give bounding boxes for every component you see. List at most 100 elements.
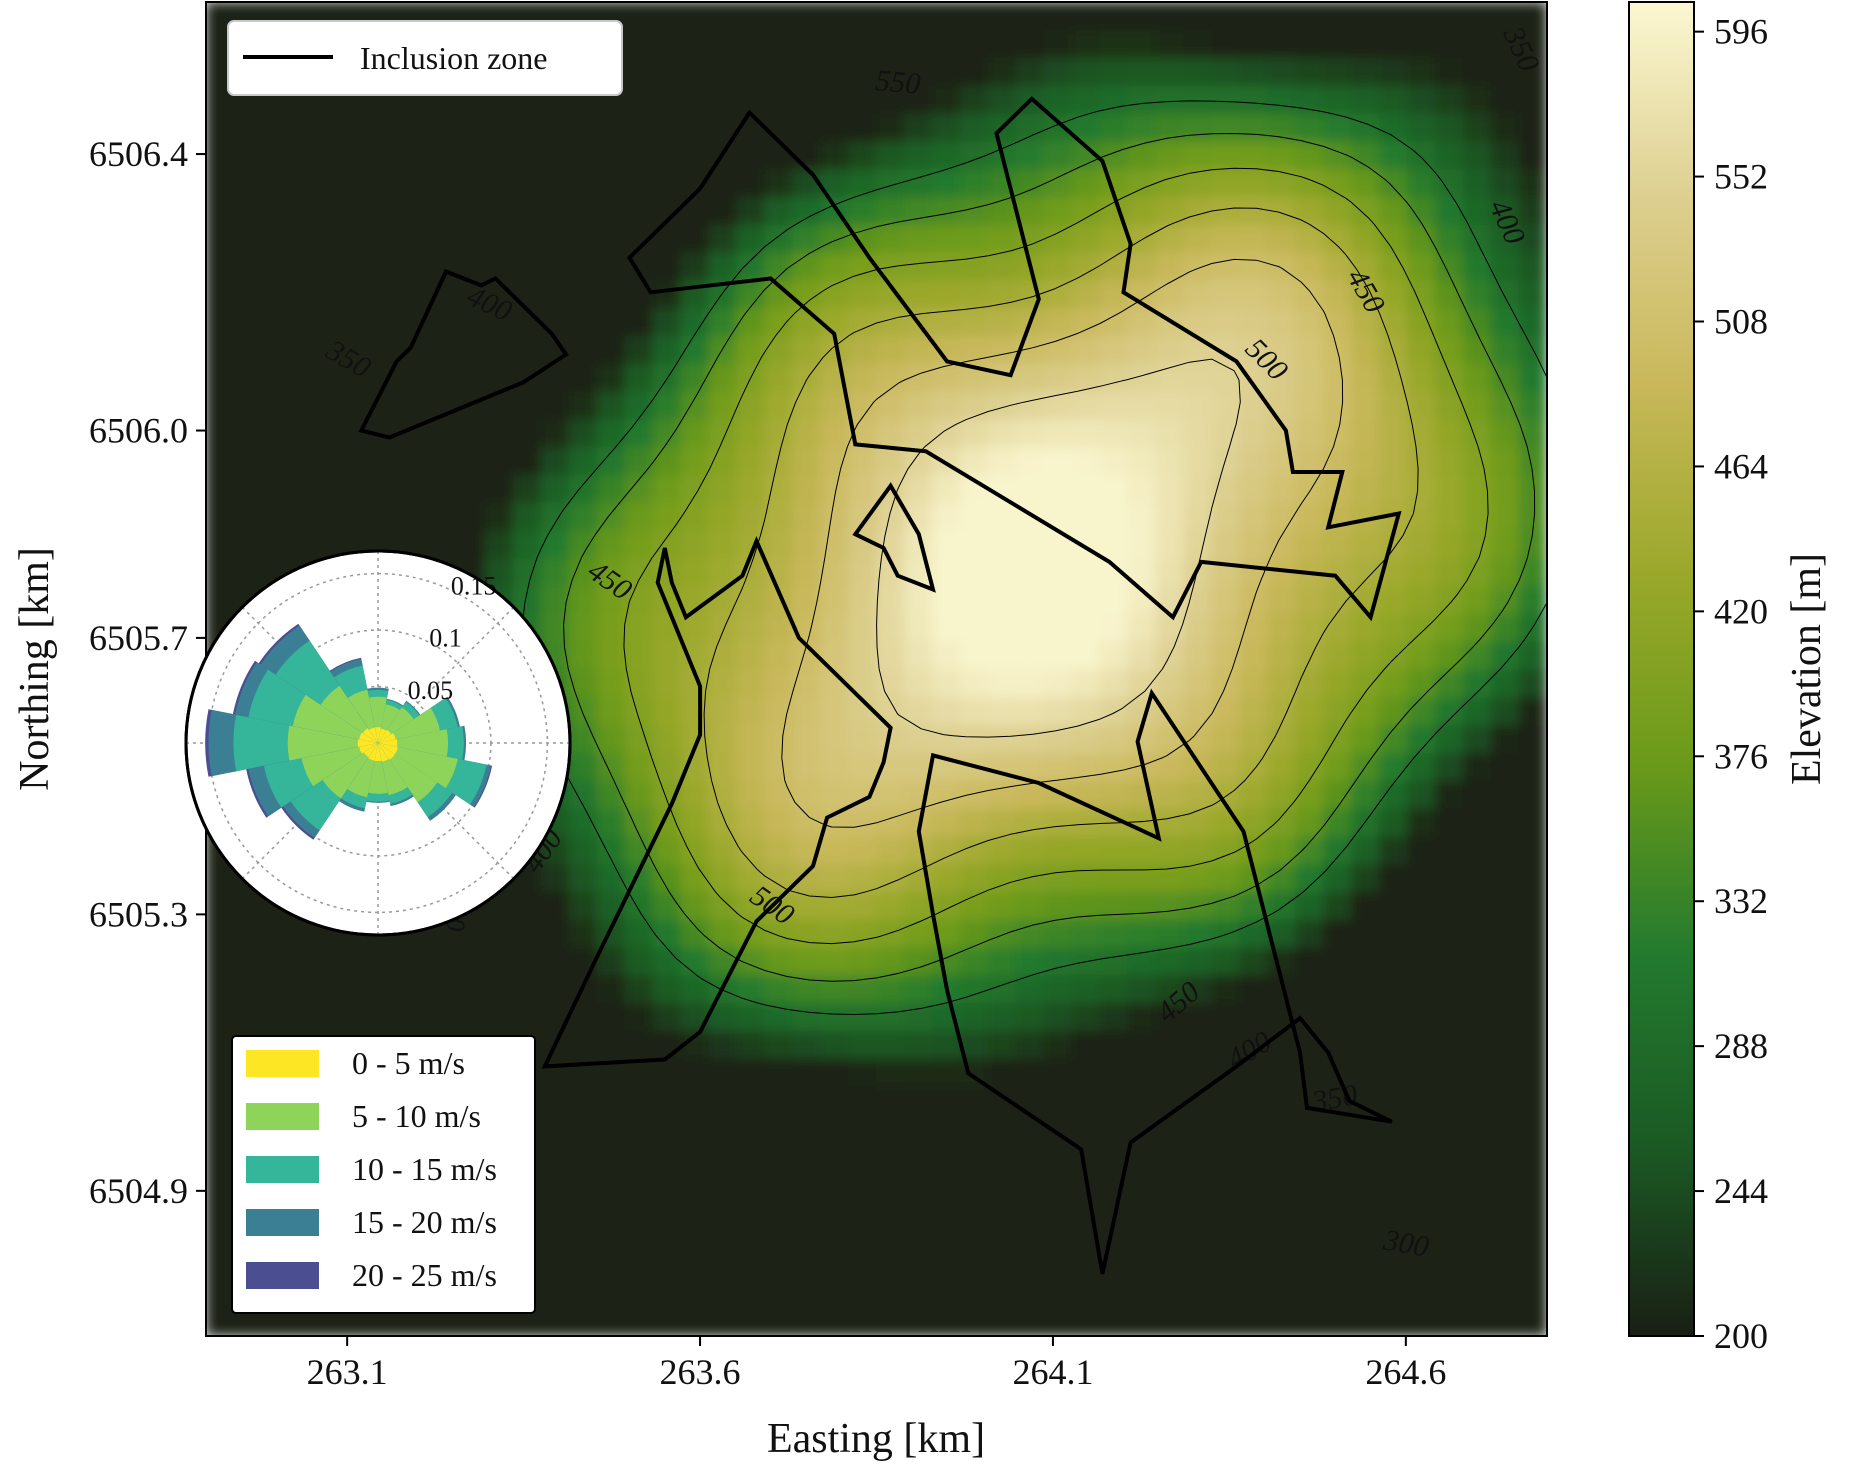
elevation-cell (1434, 863, 1464, 892)
elevation-cell (680, 557, 710, 587)
elevation-cell (1043, 1252, 1073, 1281)
elevation-cell (848, 140, 877, 170)
elevation-cell (624, 1224, 654, 1254)
elevation-cell (1434, 529, 1464, 559)
elevation-cell (1406, 196, 1436, 225)
elevation-cell (1155, 1168, 1185, 1198)
elevation-cell (876, 335, 905, 364)
elevation-cell (764, 779, 794, 809)
elevation-cell (1071, 557, 1101, 587)
elevation-cell (680, 223, 710, 253)
elevation-cell (1295, 696, 1324, 726)
elevation-cell (540, 501, 570, 531)
elevation-cell (1127, 2, 1157, 31)
elevation-cell (1434, 890, 1464, 920)
elevation-cell (792, 1279, 822, 1309)
contour-line-400 (623, 167, 1489, 945)
elevation-cell (1323, 279, 1352, 309)
elevation-cell (903, 1196, 933, 1226)
elevation-cell (652, 640, 682, 670)
elevation-cell (792, 223, 822, 253)
elevation-cell (820, 29, 850, 59)
elevation-cell (1043, 1307, 1073, 1336)
elevation-cell (568, 168, 598, 198)
elevation-cell (1462, 779, 1492, 809)
rose-wedge (301, 743, 378, 787)
elevation-cell (764, 168, 794, 198)
elevation-cell (1043, 446, 1073, 475)
wind-speed-legend: 0 - 5 m/s5 - 10 m/s10 - 15 m/s15 - 20 m/… (231, 1035, 536, 1314)
rose-wedge (359, 743, 378, 754)
elevation-cell (289, 196, 319, 225)
elevation-cell (876, 446, 905, 475)
elevation-cell (1406, 557, 1436, 587)
y-axis-title: Northing [km] (12, 547, 58, 791)
elevation-cell (1239, 29, 1269, 59)
elevation-cell (596, 279, 626, 309)
elevation-cell (1071, 612, 1101, 642)
elevation-cell (1295, 1252, 1324, 1281)
elevation-cell (903, 918, 933, 948)
elevation-cell (1434, 1140, 1464, 1170)
y-tick-label: 6504.9 (89, 1171, 188, 1211)
elevation-cell (206, 1307, 235, 1336)
elevation-cell (261, 307, 291, 336)
elevation-cell (233, 390, 263, 420)
elevation-cell (764, 446, 794, 475)
elevation-cell (708, 835, 738, 865)
elevation-cell (876, 1057, 905, 1087)
elevation-cell (1350, 1057, 1380, 1087)
elevation-cell (1406, 668, 1436, 698)
elevation-cell (1434, 557, 1464, 587)
elevation-cell (429, 529, 458, 559)
elevation-cell (1015, 1224, 1045, 1254)
elevation-cell (876, 779, 905, 809)
elevation-cell (1267, 585, 1297, 614)
elevation-cell (540, 390, 570, 420)
elevation-cell (289, 335, 319, 364)
elevation-cell (708, 807, 738, 837)
elevation-cell (1518, 1168, 1547, 1198)
elevation-cell (1378, 390, 1408, 420)
elevation-cell (1015, 668, 1045, 698)
elevation-cell (1462, 362, 1492, 392)
elevation-cell (1378, 696, 1408, 726)
elevation-cell (1490, 362, 1520, 392)
elevation-cell (233, 946, 263, 976)
elevation-cell (1127, 390, 1157, 420)
elevation-cell (931, 2, 961, 31)
elevation-cell (1127, 1029, 1157, 1059)
elevation-cell (903, 1140, 933, 1170)
elevation-cell (987, 1252, 1017, 1281)
elevation-cell (1043, 974, 1073, 1003)
elevation-cell (1043, 307, 1073, 336)
elevation-cell (736, 307, 766, 336)
elevation-cell (1350, 418, 1380, 448)
elevation-cell (596, 696, 626, 726)
elevation-cell (876, 251, 905, 281)
elevation-cell (1239, 640, 1269, 670)
elevation-cell (261, 112, 291, 142)
elevation-cell (820, 1085, 850, 1115)
elevation-cell (708, 473, 738, 503)
elevation-cell (652, 1307, 682, 1336)
elevation-cell (903, 473, 933, 503)
elevation-cell (1295, 612, 1324, 642)
elevation-cell (903, 1279, 933, 1309)
elevation-cell (1043, 1224, 1073, 1254)
elevation-cell (736, 1307, 766, 1336)
elevation-cell (1043, 863, 1073, 892)
elevation-cell (1295, 196, 1324, 225)
elevation-cell (764, 890, 794, 920)
elevation-cell (206, 168, 235, 198)
elevation-cell (317, 251, 347, 281)
elevation-cell (596, 724, 626, 753)
rose-wedge (357, 739, 378, 747)
elevation-cell (736, 279, 766, 309)
elevation-cell (1267, 1224, 1297, 1254)
elevation-cell (1518, 112, 1547, 142)
elevation-cell (1323, 1113, 1352, 1142)
elevation-cell (233, 1002, 263, 1031)
elevation-cell (512, 168, 542, 198)
elevation-cell (317, 974, 347, 1003)
